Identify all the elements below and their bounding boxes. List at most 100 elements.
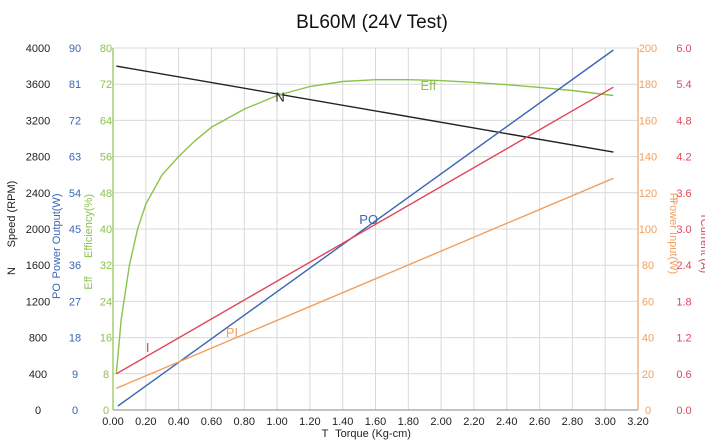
y-axis-symbol: N xyxy=(6,267,18,275)
y-tick-label: 27 xyxy=(69,296,81,308)
x-tick-label: 2.00 xyxy=(430,416,451,428)
y-tick-label: 5.4 xyxy=(676,79,691,91)
y-tick-label: 36 xyxy=(69,260,81,272)
y-tick-label: 140 xyxy=(639,152,657,164)
y-tick-label: 4.2 xyxy=(676,152,691,164)
y-tick-label: 63 xyxy=(69,152,81,164)
x-tick-label: 2.80 xyxy=(562,416,583,428)
y-tick-label: 56 xyxy=(100,152,112,164)
y-tick-label: 2400 xyxy=(26,188,50,200)
x-tick-label: 0.80 xyxy=(234,416,255,428)
y-tick-label: 3200 xyxy=(26,115,50,127)
axes: 040080012001600200024002800320036004000N… xyxy=(6,43,705,417)
y-tick-label: 80 xyxy=(100,43,112,55)
y-tick-label: 6.0 xyxy=(676,43,691,55)
x-tick-label: 0.20 xyxy=(135,416,156,428)
y-tick-label: 40 xyxy=(642,333,654,345)
x-tick-label: 2.20 xyxy=(463,416,484,428)
series-label-pi: PI xyxy=(226,325,238,340)
y-tick-label: 9 xyxy=(72,369,78,381)
x-tick-label: 1.60 xyxy=(365,416,386,428)
y-tick-label: 800 xyxy=(29,333,47,345)
y-tick-label: 100 xyxy=(639,224,657,236)
y-tick-label: 18 xyxy=(69,333,81,345)
x-tick-label: 1.80 xyxy=(398,416,419,428)
y-tick-label: 1.8 xyxy=(676,296,691,308)
chart-title: BL60M (24V Test) xyxy=(296,12,448,33)
y-tick-label: 16 xyxy=(100,333,112,345)
x-tick-label: 1.20 xyxy=(299,416,320,428)
x-axis-symbol: T xyxy=(322,428,329,440)
y-tick-label: 72 xyxy=(69,115,81,127)
series-label-n: N xyxy=(275,90,284,105)
y-axis-title: Power Input(W) xyxy=(667,198,679,274)
y-tick-label: 54 xyxy=(69,188,81,200)
y-tick-label: 160 xyxy=(639,115,657,127)
y-tick-label: 3600 xyxy=(26,79,50,91)
series-label-eff: Eff xyxy=(421,78,437,93)
y-axis-eff: 0 8 16 24 32 40 48 56 64 72 80 Eff Efficiency(%) xyxy=(83,43,112,417)
y-tick-label: 72 xyxy=(100,79,112,91)
y-axis-title: Efficiency(%) xyxy=(83,194,95,258)
x-axis: T Torque (Kg-cm) 0.00 0.20 0.40 0.60 0.80 1.0… xyxy=(102,416,648,440)
y-tick-label: 0 xyxy=(72,405,78,417)
y-tick-label: 120 xyxy=(639,188,657,200)
y-tick-label: 200 xyxy=(639,43,657,55)
series-line-eff xyxy=(115,78,614,374)
y-axis-title: Current (A) xyxy=(698,219,705,273)
y-tick-label: 48 xyxy=(100,188,112,200)
x-tick-label: 0.00 xyxy=(102,416,123,428)
x-tick-label: 1.40 xyxy=(332,416,353,428)
y-tick-label: 0 xyxy=(645,405,651,417)
y-tick-label: 64 xyxy=(100,115,112,127)
y-axis-title: Speed (RPM) xyxy=(6,181,18,248)
y-axis-symbol: PO xyxy=(51,283,63,299)
series-line-pi xyxy=(116,177,614,389)
x-tick-label: 1.00 xyxy=(266,416,287,428)
y-tick-label: 0.6 xyxy=(676,369,691,381)
series-labels: N Eff PO I PI xyxy=(146,78,437,355)
y-tick-label: 1200 xyxy=(26,296,50,308)
x-tick-label: 0.40 xyxy=(168,416,189,428)
y-tick-label: 1600 xyxy=(26,260,50,272)
x-axis-label: Torque (Kg-cm) xyxy=(335,428,411,440)
x-tick-label: 2.40 xyxy=(496,416,517,428)
y-tick-label: 4000 xyxy=(26,43,50,55)
y-tick-label: 24 xyxy=(100,296,112,308)
series-label-i: I xyxy=(146,340,150,355)
y-tick-label: 180 xyxy=(639,79,657,91)
y-tick-label: 81 xyxy=(69,79,81,91)
y-tick-label: 90 xyxy=(69,43,81,55)
x-tick-label: 0.60 xyxy=(201,416,222,428)
y-tick-label: 20 xyxy=(642,369,654,381)
y-tick-label: 2000 xyxy=(26,224,50,236)
y-tick-label: 0 xyxy=(103,405,109,417)
y-tick-label: 400 xyxy=(29,369,47,381)
y-tick-label: 45 xyxy=(69,224,81,236)
series-line-po xyxy=(117,49,614,407)
y-axis-symbol: Eff xyxy=(83,275,95,289)
y-tick-label: 8 xyxy=(103,369,109,381)
y-tick-label: 40 xyxy=(100,224,112,236)
y-tick-label: 0 xyxy=(35,405,41,417)
y-tick-label: 0.0 xyxy=(676,405,691,417)
y-axis-current: 0.0 0.6 1.2 1.8 2.4 3.0 3.6 4.2 4.8 5.4 6.0 I Curren… xyxy=(676,43,705,417)
y-tick-label: 2800 xyxy=(26,152,50,164)
series-lines xyxy=(115,49,614,407)
y-tick-label: 4.8 xyxy=(676,115,691,127)
series-line-i xyxy=(115,86,614,375)
x-tick-label: 3.20 xyxy=(627,416,648,428)
y-axis-symbol: PI xyxy=(667,193,679,203)
x-tick-label: 2.60 xyxy=(529,416,550,428)
y-tick-label: 80 xyxy=(642,260,654,272)
y-tick-label: 32 xyxy=(100,260,112,272)
series-line-n xyxy=(116,65,614,153)
y-tick-label: 60 xyxy=(642,296,654,308)
x-tick-label: 3.00 xyxy=(594,416,615,428)
y-axis-title: Power Output(W) xyxy=(51,194,63,279)
y-tick-label: 1.2 xyxy=(676,333,691,345)
y-axis-symbol: I xyxy=(698,214,705,217)
y-tick-label: 3.6 xyxy=(676,188,691,200)
